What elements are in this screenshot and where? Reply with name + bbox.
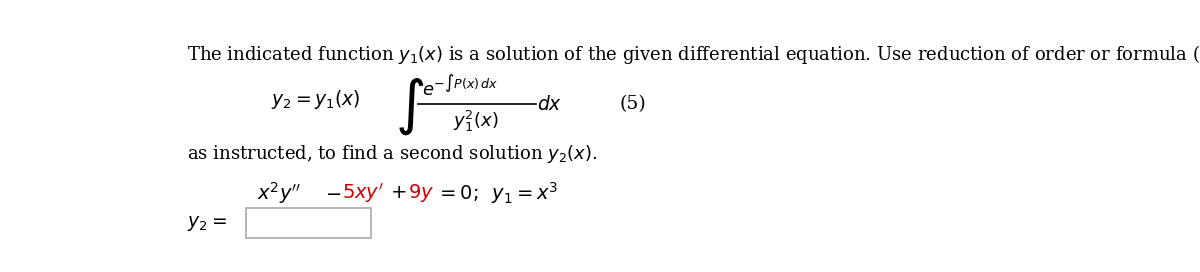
- Text: $y_2 =$: $y_2 =$: [187, 214, 227, 233]
- Text: $e^{-\int P(x)\,dx}$: $e^{-\int P(x)\,dx}$: [421, 73, 498, 99]
- Text: $dx$: $dx$: [536, 95, 562, 114]
- Text: $\int$: $\int$: [395, 77, 424, 137]
- Text: as instructed, to find a second solution $y_2(x)$.: as instructed, to find a second solution…: [187, 143, 598, 165]
- Text: $y_1^2(x)$: $y_1^2(x)$: [454, 109, 499, 134]
- Text: $y_1 = x^3$: $y_1 = x^3$: [491, 180, 558, 206]
- Text: $= 0;$: $= 0;$: [437, 183, 479, 203]
- Text: $y_2 = y_1(x)$: $y_2 = y_1(x)$: [271, 88, 360, 111]
- Text: $5xy'$: $5xy'$: [342, 181, 384, 205]
- Text: The indicated function $y_1(x)$ is a solution of the given differential equation: The indicated function $y_1(x)$ is a sol…: [187, 43, 1200, 66]
- Text: $+$: $+$: [390, 184, 407, 202]
- Text: $x^2y''$: $x^2y''$: [257, 180, 301, 206]
- Text: (5): (5): [619, 95, 647, 113]
- Text: $9y$: $9y$: [408, 182, 433, 204]
- FancyBboxPatch shape: [246, 208, 371, 238]
- Text: $-$: $-$: [325, 184, 341, 202]
